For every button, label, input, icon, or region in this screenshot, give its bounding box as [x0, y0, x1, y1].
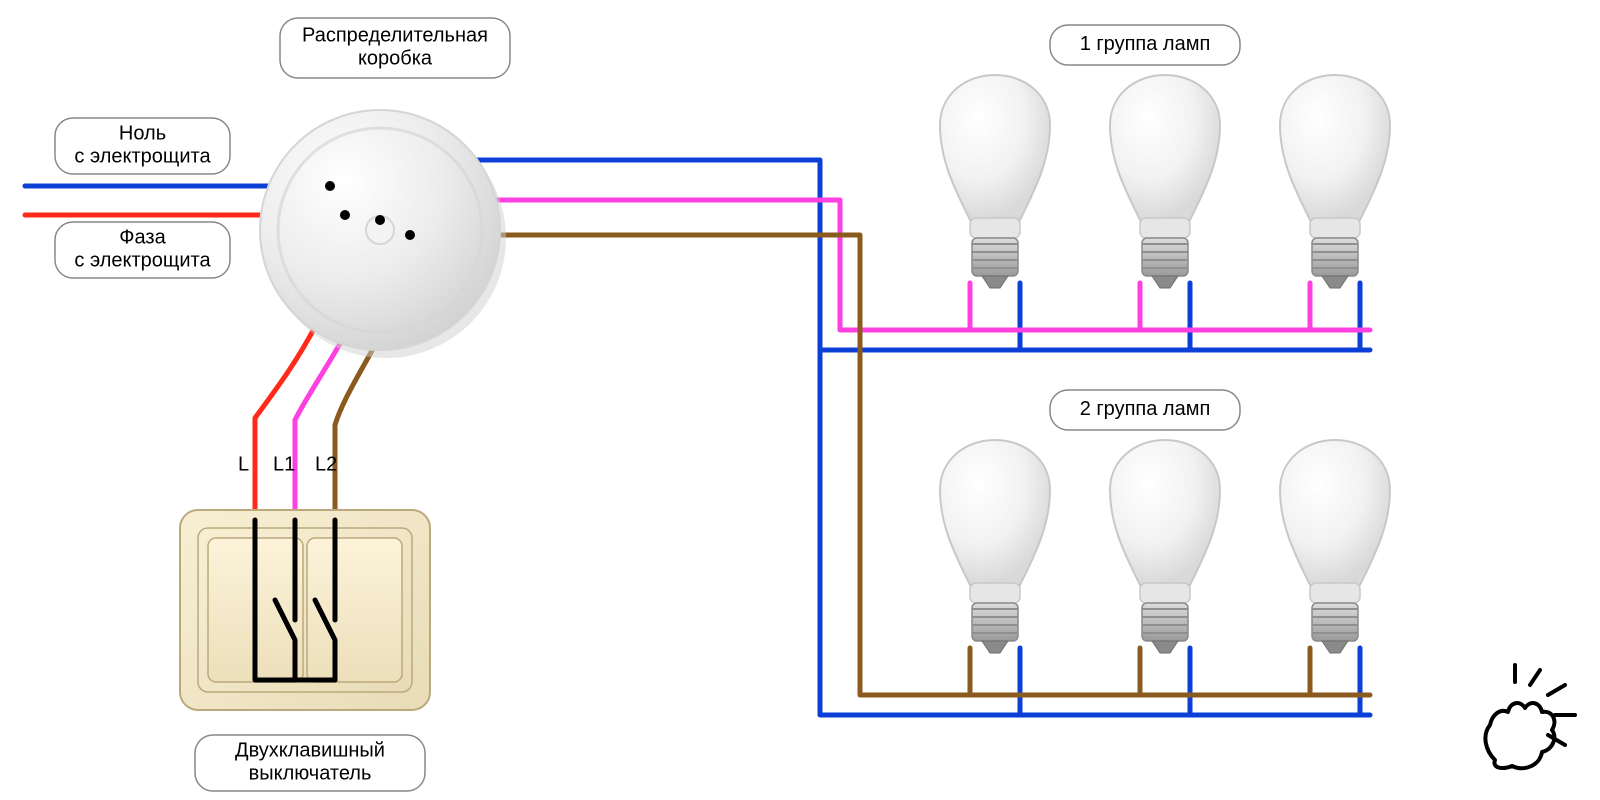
lamp [1110, 75, 1220, 288]
label-junction-box: Распределительнаякоробка [280, 18, 510, 78]
snap-fingers-icon [1485, 665, 1575, 768]
terminal-L1: L1 [273, 453, 295, 475]
junction-box [260, 110, 506, 358]
lamps [940, 75, 1390, 653]
svg-text:Двухклавишныйвыключатель: Двухклавишныйвыключатель [235, 740, 385, 785]
svg-text:2 группа ламп: 2 группа ламп [1080, 398, 1211, 420]
lamp [940, 440, 1050, 653]
terminal-L2: L2 [315, 453, 337, 475]
label-phase: Фазас электрощита [55, 222, 230, 278]
label-neutral: Нольс электрощита [55, 118, 230, 174]
label-switch: Двухклавишныйвыключатель [195, 735, 425, 791]
lamp [1280, 75, 1390, 288]
label-group1: 1 группа ламп [1050, 25, 1240, 65]
label-group2: 2 группа ламп [1050, 390, 1240, 430]
lamp [1280, 440, 1390, 653]
lamp [1110, 440, 1220, 653]
svg-text:1 группа ламп: 1 группа ламп [1080, 33, 1211, 55]
terminal-L: L [238, 453, 249, 475]
lamp [940, 75, 1050, 288]
wiring-diagram: L L1 L2 Распределительнаякоробка Нольс элек… [0, 0, 1600, 800]
